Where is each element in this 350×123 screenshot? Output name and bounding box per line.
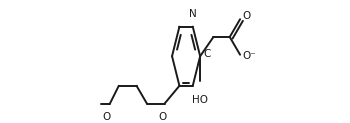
Text: O: O [103,112,111,122]
Text: O: O [242,11,251,21]
Text: C: C [204,49,211,59]
Text: N: N [189,9,197,19]
Text: HO: HO [192,95,208,105]
Text: O: O [158,112,167,122]
Text: O⁻: O⁻ [242,51,256,61]
